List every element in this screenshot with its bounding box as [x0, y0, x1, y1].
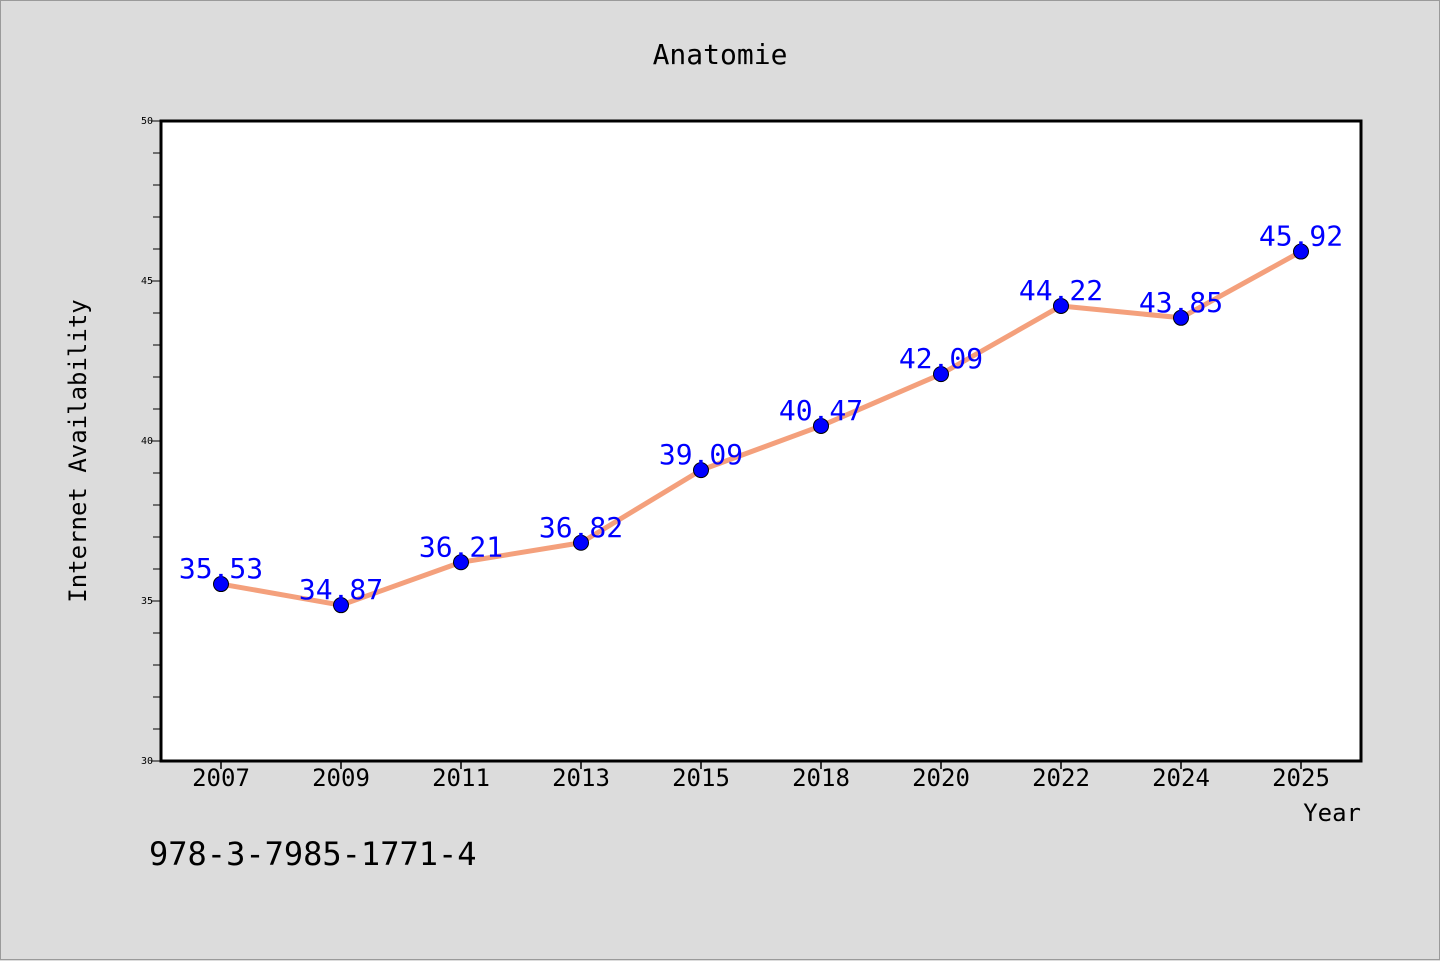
chart-title: Anatomie — [653, 38, 788, 71]
x-tick-label: 2022 — [1032, 764, 1090, 792]
data-point — [333, 597, 349, 614]
x-tick-label: 2018 — [792, 764, 850, 792]
y-tick-label: 40 — [141, 436, 153, 447]
x-tick-label: 2009 — [312, 764, 370, 792]
y-tick-label: 35 — [141, 596, 153, 607]
data-label: 40.47 — [779, 394, 863, 427]
data-label: 45.92 — [1259, 220, 1343, 253]
x-tick-label: 2013 — [552, 764, 610, 792]
y-axis-label: Internet Availability — [64, 299, 92, 602]
data-label: 36.21 — [419, 530, 503, 563]
x-axis-label: Year — [1303, 799, 1361, 827]
data-point — [573, 534, 589, 551]
y-tick-label: 30 — [141, 756, 153, 767]
data-point — [693, 462, 709, 479]
x-tick-label: 2011 — [432, 764, 490, 792]
plot-area — [159, 119, 1363, 763]
y-axis: 30 35 40 45 50 — [141, 116, 161, 767]
data-label: 36.82 — [539, 511, 623, 544]
data-label: 42.09 — [899, 342, 983, 375]
x-tick-label: 2025 — [1272, 764, 1330, 792]
data-label: 35.53 — [179, 552, 263, 585]
data-label: 39.09 — [659, 438, 743, 471]
data-point — [933, 366, 949, 383]
data-point — [213, 576, 229, 593]
series-0: 35.53 34.87 36.21 36.82 39.09 40.47 42.09 44.22… — [179, 220, 1343, 614]
data-label: 44.22 — [1019, 274, 1103, 307]
data-label: 34.87 — [299, 573, 383, 606]
data-label: 43.85 — [1139, 286, 1223, 319]
x-tick-label: 2024 — [1152, 764, 1210, 792]
y-tick-label: 50 — [141, 116, 153, 127]
x-tick-label: 2007 — [192, 764, 250, 792]
x-axis: 2007 2009 2011 2013 2015 2018 2020 2022 2024 2025 — [192, 761, 1330, 792]
x-tick-label: 2015 — [672, 764, 730, 792]
data-point — [1293, 243, 1309, 260]
y-tick-label: 45 — [141, 276, 153, 287]
data-point — [813, 417, 829, 434]
data-point — [453, 554, 469, 571]
data-point — [1173, 309, 1189, 326]
series-line — [218, 249, 1304, 608]
x-tick-label: 2020 — [912, 764, 970, 792]
isbn-text: 978-3-7985-1771-4 — [149, 835, 477, 873]
data-point — [1053, 297, 1069, 314]
